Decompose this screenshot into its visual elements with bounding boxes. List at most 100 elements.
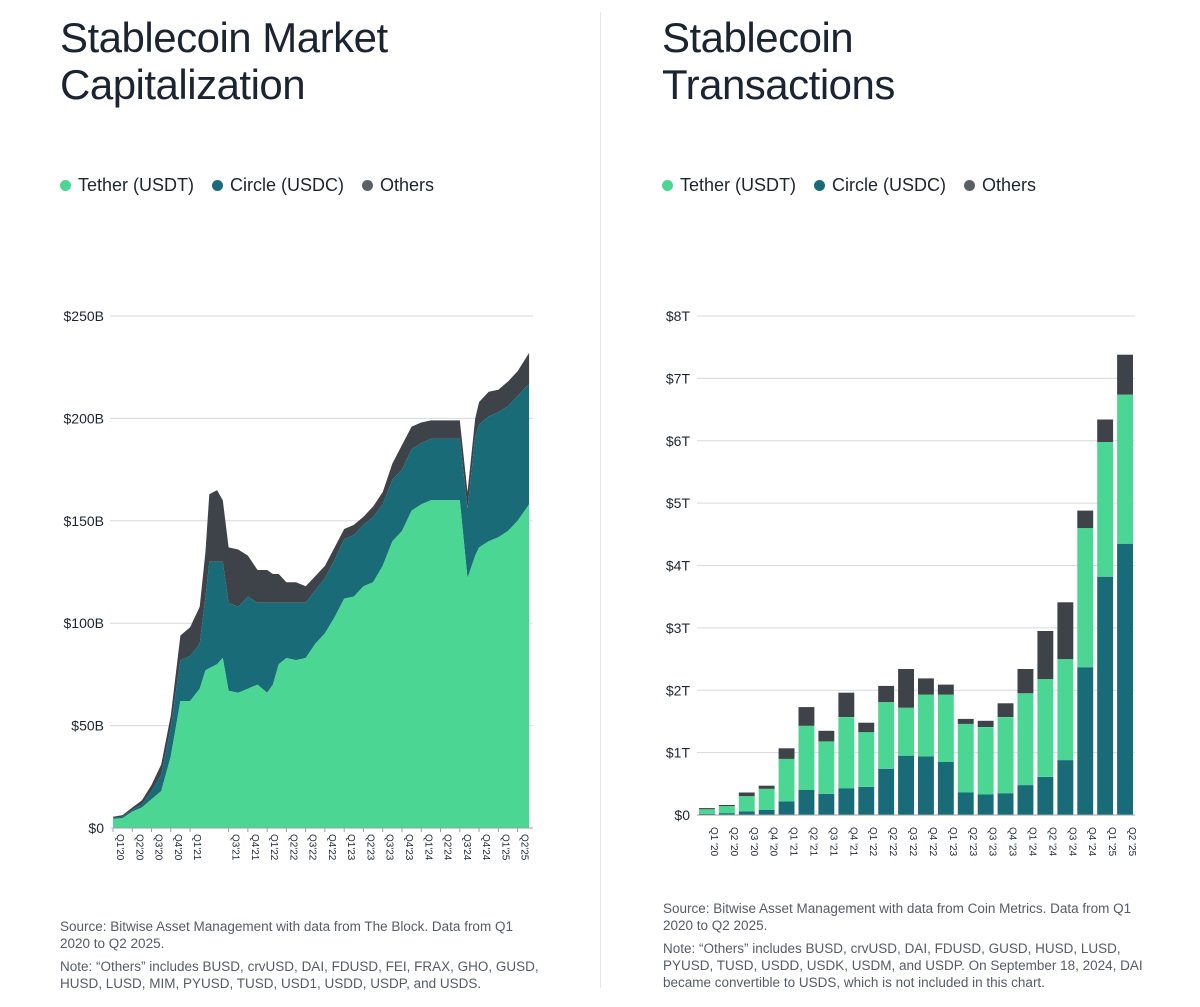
tx-bar-others bbox=[937, 684, 954, 695]
tx-bar-circle bbox=[1037, 777, 1054, 815]
tx-x-tick-label: Q4 '23 bbox=[1007, 827, 1018, 857]
tx-x-tick-label: Q2 '23 bbox=[967, 827, 978, 857]
mcap-y-tick-label: $250B bbox=[64, 308, 104, 324]
market-cap-footnotes: Source: Bitwise Asset Management with da… bbox=[60, 918, 540, 998]
tx-bar-tether bbox=[758, 788, 775, 810]
legend-item-others: Others bbox=[362, 175, 434, 196]
tx-x-tick-label: Q4 '22 bbox=[927, 827, 938, 857]
transactions-title-line2: Transactions bbox=[662, 61, 895, 108]
tx-bar-others bbox=[1117, 354, 1133, 395]
tx-bar-tether bbox=[1037, 679, 1054, 777]
tx-bar-circle bbox=[738, 811, 755, 815]
tx-y-tick-label: $5T bbox=[666, 495, 691, 511]
mcap-x-tick-label: Q4'23 bbox=[403, 834, 414, 861]
circle-dot-icon bbox=[814, 180, 826, 191]
mcap-x-tick-label: Q3'24 bbox=[461, 834, 472, 861]
legend-label-tether-tx: Tether (USDT) bbox=[680, 175, 797, 195]
tether-dot-icon bbox=[662, 180, 673, 191]
tx-bar-others bbox=[699, 808, 715, 810]
mcap-x-tick-label: Q1'22 bbox=[268, 834, 279, 861]
legend-item-circle-tx: Circle (USDC) bbox=[814, 175, 946, 196]
tx-bar-tether bbox=[738, 796, 755, 812]
tx-bar-others bbox=[898, 669, 914, 708]
mcap-x-tick-label: Q4'22 bbox=[326, 834, 337, 861]
mcap-x-tick-label: Q1'21 bbox=[191, 834, 202, 861]
tx-bar-tether bbox=[718, 806, 735, 814]
tx-x-tick-label: Q4 '20 bbox=[768, 827, 779, 857]
tx-bar-tether bbox=[898, 707, 914, 756]
transactions-title-line1: Stablecoin bbox=[662, 14, 854, 61]
mcap-y-tick-label: $50B bbox=[71, 718, 104, 734]
mcap-y-tick-label: $150B bbox=[64, 513, 104, 529]
tx-x-tick-label: Q3 '22 bbox=[907, 827, 918, 857]
tx-x-tick-label: Q3 '20 bbox=[748, 827, 759, 857]
panel-divider bbox=[600, 12, 601, 988]
mcap-x-tick-label: Q1'23 bbox=[345, 834, 356, 861]
tx-bar-others bbox=[997, 703, 1014, 717]
mcap-y-tick-label: $200B bbox=[64, 410, 104, 426]
market-cap-panel: Stablecoin Market Capitalization Tether … bbox=[60, 14, 540, 998]
tx-bar-circle bbox=[918, 756, 934, 815]
legend-label-others-tx: Others bbox=[982, 175, 1037, 195]
legend-label-circle: Circle (USDC) bbox=[230, 175, 345, 195]
transactions-source: Source: Bitwise Asset Management with da… bbox=[663, 901, 1132, 933]
mcap-x-tick-label: Q2'22 bbox=[287, 834, 298, 861]
circle-dot-icon bbox=[212, 180, 224, 191]
tx-bar-tether bbox=[798, 725, 815, 790]
mcap-x-tick-label: Q2'20 bbox=[133, 834, 144, 861]
market-cap-legend: Tether (USDT) Circle (USDC) Others bbox=[60, 175, 434, 196]
market-cap-title-line1: Stablecoin Market bbox=[60, 14, 388, 61]
tx-bar-tether bbox=[997, 717, 1014, 794]
transactions-legend: Tether (USDT) Circle (USDC) Others bbox=[662, 175, 1036, 196]
mcap-x-tick-label: Q3'23 bbox=[384, 834, 395, 861]
tx-bar-tether bbox=[778, 758, 795, 802]
legend-item-tether-tx: Tether (USDT) bbox=[662, 175, 796, 196]
tx-x-tick-label: Q3 '23 bbox=[987, 827, 998, 857]
tx-bar-others bbox=[918, 678, 934, 695]
tx-x-tick-label: Q1 '21 bbox=[788, 827, 799, 857]
tx-bar-circle bbox=[1097, 576, 1114, 815]
tx-bar-tether bbox=[1017, 693, 1034, 786]
market-cap-title: Stablecoin Market Capitalization bbox=[60, 14, 388, 108]
mcap-x-tick-label: Q2'25 bbox=[519, 834, 530, 861]
tx-bar-others bbox=[1097, 419, 1114, 442]
tx-bar-others bbox=[738, 792, 755, 797]
tx-bar-circle bbox=[957, 792, 974, 815]
tx-bar-circle bbox=[878, 768, 895, 815]
tx-bar-tether bbox=[858, 732, 875, 787]
tx-bar-circle bbox=[937, 762, 954, 815]
mcap-x-tick-label: Q2'24 bbox=[442, 834, 453, 861]
tx-bar-others bbox=[878, 685, 895, 703]
tx-bar-tether bbox=[957, 723, 974, 793]
tx-bar-tether bbox=[838, 717, 855, 789]
tx-bar-circle bbox=[778, 801, 795, 815]
tx-x-tick-label: Q1 '20 bbox=[708, 827, 719, 857]
tx-bar-circle bbox=[1057, 760, 1074, 815]
legend-item-circle: Circle (USDC) bbox=[212, 175, 344, 196]
tx-bar-others bbox=[957, 718, 974, 724]
mcap-x-tick-label: Q1'20 bbox=[114, 834, 125, 861]
tether-dot-icon bbox=[60, 180, 71, 191]
mcap-x-tick-label: Q1'24 bbox=[422, 834, 433, 861]
tx-x-tick-label: Q1 '24 bbox=[1027, 827, 1038, 857]
tx-bar-others bbox=[1077, 510, 1094, 529]
tx-x-tick-label: Q2 '21 bbox=[808, 827, 819, 857]
mcap-area-others bbox=[113, 352, 530, 818]
transactions-note: Note: “Others” includes BUSD, crvUSD, DA… bbox=[663, 941, 1143, 990]
tx-x-tick-label: Q1 '22 bbox=[867, 827, 878, 857]
tx-bar-others bbox=[818, 730, 835, 742]
tx-bar-circle bbox=[1017, 785, 1034, 815]
tx-bar-circle bbox=[838, 788, 855, 815]
legend-label-circle-tx: Circle (USDC) bbox=[832, 175, 947, 195]
tx-bar-tether bbox=[818, 741, 835, 794]
market-cap-title-line2: Capitalization bbox=[60, 61, 306, 108]
tx-bar-circle bbox=[718, 813, 735, 815]
tx-bar-tether bbox=[977, 727, 994, 795]
others-dot-icon bbox=[964, 180, 976, 191]
tx-bar-circle bbox=[898, 755, 914, 815]
tx-bar-tether bbox=[937, 694, 954, 762]
tx-y-tick-label: $1T bbox=[666, 745, 691, 761]
tx-x-tick-label: Q2 '24 bbox=[1046, 827, 1057, 857]
mcap-x-tick-label: Q3'20 bbox=[153, 834, 164, 861]
